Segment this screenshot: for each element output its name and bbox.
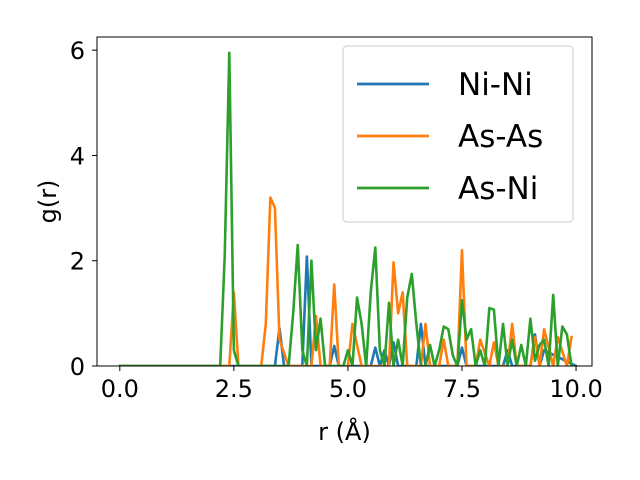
legend-label-ni-ni: Ni-Ni: [458, 67, 533, 103]
axes-frame: [96, 36, 593, 367]
series-layer: [118, 51, 578, 366]
series-line-as-as: [118, 196, 573, 366]
legend-label-as-as: As-As: [458, 119, 543, 155]
legend-box: [342, 45, 574, 223]
series-line-as-ni: [118, 51, 573, 366]
legend-label-as-ni: As-Ni: [458, 171, 538, 207]
y-tick-label: 2: [70, 248, 85, 276]
x-tick-label: 10.0: [549, 375, 602, 403]
legend: Ni-Ni As-As As-Ni: [342, 45, 574, 223]
x-tick-label: 7.5: [443, 375, 481, 403]
y-tick-label: 4: [70, 142, 85, 170]
y-axis-title: g(r): [34, 180, 62, 224]
y-tick-label: 0: [70, 353, 85, 381]
x-tick-label: 5.0: [329, 375, 367, 403]
x-tick-label: 2.5: [215, 375, 253, 403]
x-axis-ticks: 0.0 2.5 5.0 7.5 10.0: [101, 366, 603, 403]
x-axis-title: r (Å): [318, 417, 371, 446]
x-tick-label: 0.0: [101, 375, 139, 403]
y-axis-ticks: 0 2 4 6: [70, 37, 97, 381]
y-tick-label: 6: [70, 37, 85, 65]
